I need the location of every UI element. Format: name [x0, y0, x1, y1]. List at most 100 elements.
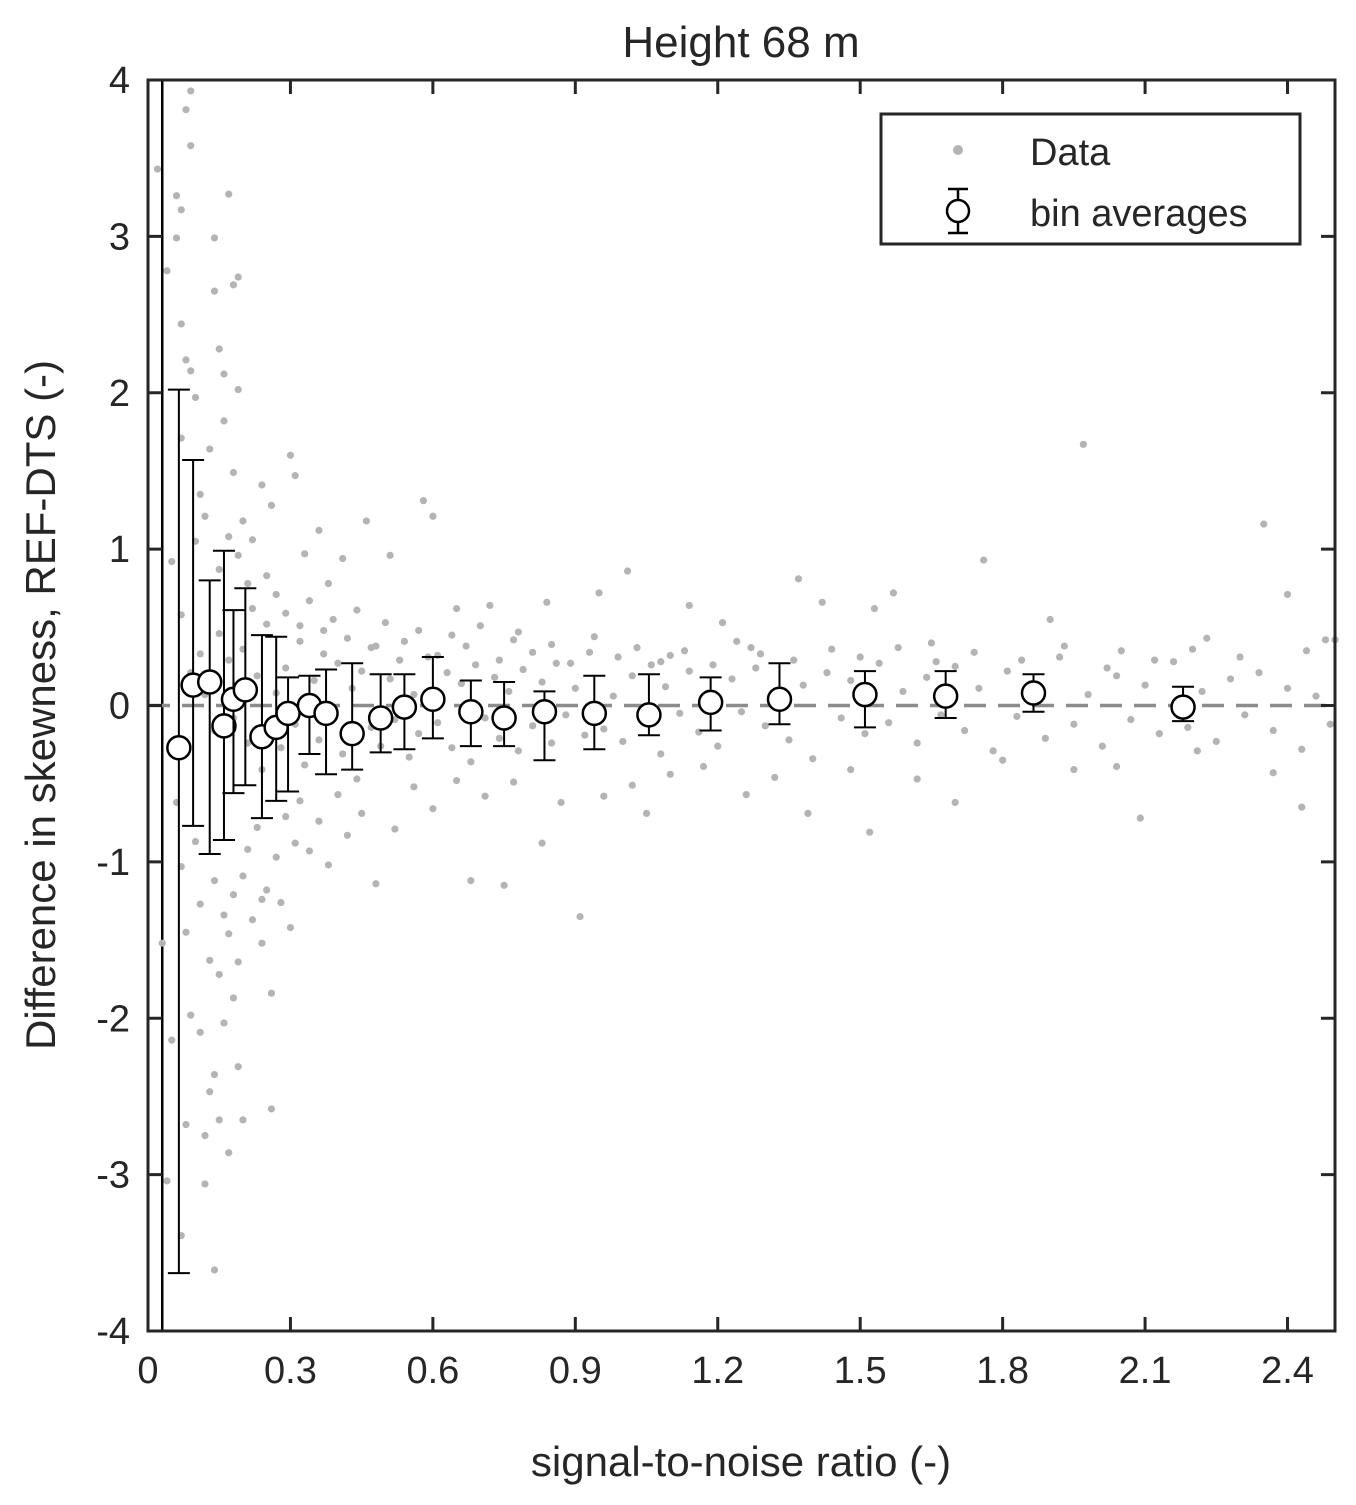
bin-average-marker — [232, 677, 259, 703]
data-point — [367, 644, 375, 652]
data-point — [1226, 675, 1235, 683]
bin-average — [339, 662, 365, 771]
data-point — [666, 651, 674, 660]
data-point — [282, 664, 290, 672]
data-point — [495, 656, 503, 664]
data-point — [391, 825, 399, 833]
data-point — [1184, 723, 1192, 731]
bin-average-marker — [391, 694, 418, 720]
data-point — [229, 994, 238, 1002]
data-point — [790, 656, 798, 664]
data-point — [234, 386, 242, 394]
data-point — [168, 558, 176, 566]
data-point — [334, 659, 342, 667]
bin-average-marker — [531, 699, 558, 725]
data-point — [1070, 766, 1078, 774]
data-point — [999, 756, 1007, 764]
data-point — [685, 601, 693, 610]
data-point — [415, 730, 423, 738]
data-point — [339, 750, 347, 758]
data-point — [353, 775, 361, 783]
data-point — [239, 1116, 247, 1124]
data-point — [457, 680, 465, 688]
data-point — [210, 1070, 219, 1079]
data-point — [272, 590, 280, 599]
ticks-layer: 0 0.3 0.6 0.9 1.2 1.5 1.8 2.1 2.4 -4 -3 -2 -1 0 1 2 3 4 — [96, 60, 1335, 1392]
legend-data-label: Data — [1030, 132, 1111, 174]
data-point — [1112, 762, 1121, 771]
data-point — [847, 676, 855, 685]
bin-average-marker — [581, 700, 608, 727]
data-point — [1103, 664, 1111, 672]
data-point — [761, 722, 769, 730]
data-point — [443, 669, 451, 677]
data-point — [899, 687, 907, 696]
data-point — [177, 320, 185, 328]
data-point — [571, 684, 579, 692]
bin-average — [420, 656, 446, 740]
data-point — [343, 634, 352, 642]
data-point — [429, 512, 437, 520]
data-point — [737, 708, 746, 716]
data-point — [543, 598, 551, 606]
data-point — [856, 653, 864, 661]
data-point — [1255, 669, 1263, 677]
data-point — [642, 809, 651, 817]
bin-average-marker — [697, 689, 724, 716]
bin-average — [232, 587, 259, 787]
data-point — [263, 620, 271, 628]
data-point — [1298, 745, 1306, 753]
bin-average-marker — [491, 705, 517, 731]
data-point — [215, 629, 223, 638]
data-point — [334, 791, 342, 799]
data-point — [600, 792, 608, 800]
data-point — [913, 739, 921, 747]
data-point — [196, 650, 204, 658]
data-point — [481, 714, 489, 722]
data-point — [823, 669, 831, 677]
data-point — [263, 886, 271, 894]
data-point — [937, 711, 945, 719]
data-point — [861, 730, 869, 738]
data-point — [680, 647, 689, 655]
data-point — [277, 898, 285, 907]
data-point — [614, 653, 622, 661]
x-tick-label: 1.2 — [691, 1350, 744, 1392]
data-point — [206, 956, 214, 964]
data-point — [961, 726, 969, 735]
data-point — [163, 267, 171, 275]
data-point — [747, 644, 755, 652]
data-point — [975, 684, 983, 692]
bin-average — [196, 579, 223, 856]
data-point — [1041, 734, 1049, 742]
data-point — [794, 575, 803, 583]
data-point — [1236, 653, 1244, 661]
bin-average — [1020, 673, 1047, 713]
data-point — [1283, 684, 1292, 692]
data-point — [894, 644, 902, 652]
data-point — [657, 658, 665, 666]
data-point — [282, 609, 290, 617]
data-point — [467, 877, 475, 885]
data-point — [519, 665, 527, 674]
data-point — [453, 776, 461, 785]
data-point — [927, 639, 936, 647]
data-point — [215, 1116, 223, 1124]
data-point — [277, 744, 285, 752]
bin-average — [581, 674, 608, 751]
data-point — [1070, 720, 1078, 728]
data-point — [647, 661, 655, 669]
data-point — [372, 880, 380, 888]
data-point — [234, 273, 242, 281]
data-point — [258, 939, 266, 947]
data-point — [291, 839, 299, 847]
data-point — [196, 900, 204, 908]
data-point — [267, 1105, 276, 1113]
bin-average — [932, 670, 959, 720]
data-point — [1203, 634, 1211, 642]
data-point — [267, 989, 276, 997]
data-point — [429, 805, 437, 813]
data-point — [244, 579, 252, 588]
data-point — [1169, 658, 1178, 666]
data-point — [220, 370, 228, 378]
